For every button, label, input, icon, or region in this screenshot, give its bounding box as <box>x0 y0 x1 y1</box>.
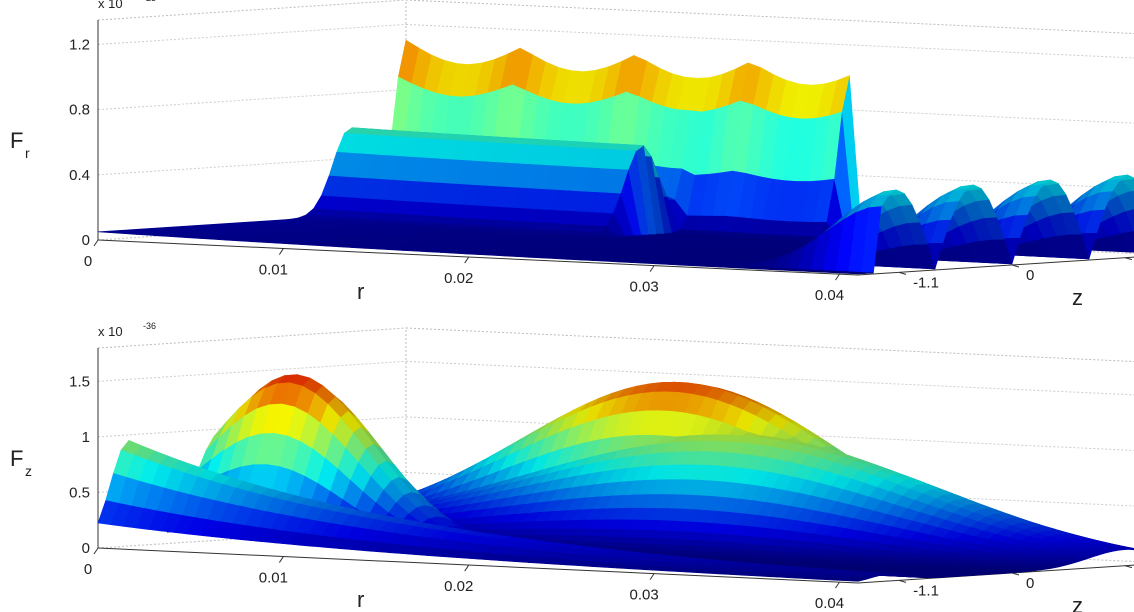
z-tick-label: 1.2 <box>69 36 90 53</box>
x-tick-label: 0.01 <box>259 570 288 587</box>
y-axis-label: z <box>1072 593 1083 612</box>
z-tick-label: 0 <box>82 232 90 249</box>
z-tick-label: 0.5 <box>69 484 90 501</box>
y-tick-label: 0 <box>1026 267 1034 284</box>
z-exponent-value: -23 <box>143 0 156 3</box>
x-tick-label: 0.04 <box>815 595 844 612</box>
x-tick-label: 0 <box>84 253 92 270</box>
surface <box>97 39 1134 275</box>
surface-cell <box>97 231 119 234</box>
z-axis-label: F <box>10 128 23 153</box>
x-tick-label: 0 <box>84 561 92 578</box>
x-tick-label: 0.02 <box>444 578 473 595</box>
surface-cell <box>97 500 119 526</box>
x-tick-label: 0.02 <box>444 270 473 287</box>
surface <box>97 374 1134 582</box>
panel-fr: 00.010.020.030.04-1.101.100.40.81.2rzFrx… <box>10 0 1134 310</box>
z-tick-label: 0 <box>82 540 90 557</box>
x-tick-label: 0.04 <box>815 287 844 304</box>
z-axis-label: F <box>10 446 23 471</box>
x-axis-label: r <box>357 587 364 612</box>
x-tick-label: 0.03 <box>629 587 658 604</box>
z-exponent-label: x 10 <box>98 0 123 11</box>
z-tick-label: 1.5 <box>69 373 90 390</box>
y-tick-label: -1.1 <box>913 582 939 599</box>
z-axis-label-subscript: z <box>25 463 32 479</box>
z-exponent-value: -36 <box>143 321 156 331</box>
tick-labels: 00.010.020.030.04-1.101.100.40.81.2rzFrx… <box>10 0 1133 310</box>
z-tick-label: 0.4 <box>69 167 90 184</box>
x-tick-label: 0.03 <box>629 279 658 296</box>
y-tick-label: 0 <box>1026 575 1034 592</box>
y-axis-label: z <box>1072 285 1083 310</box>
x-axis-label: r <box>357 279 364 304</box>
z-tick-label: 1 <box>82 429 90 446</box>
z-axis-label-subscript: r <box>25 145 30 161</box>
x-tick-label: 0.01 <box>259 262 288 279</box>
z-tick-label: 0.8 <box>69 102 90 119</box>
y-tick-label: -1.1 <box>913 274 939 291</box>
z-exponent-label: x 10 <box>98 324 123 339</box>
